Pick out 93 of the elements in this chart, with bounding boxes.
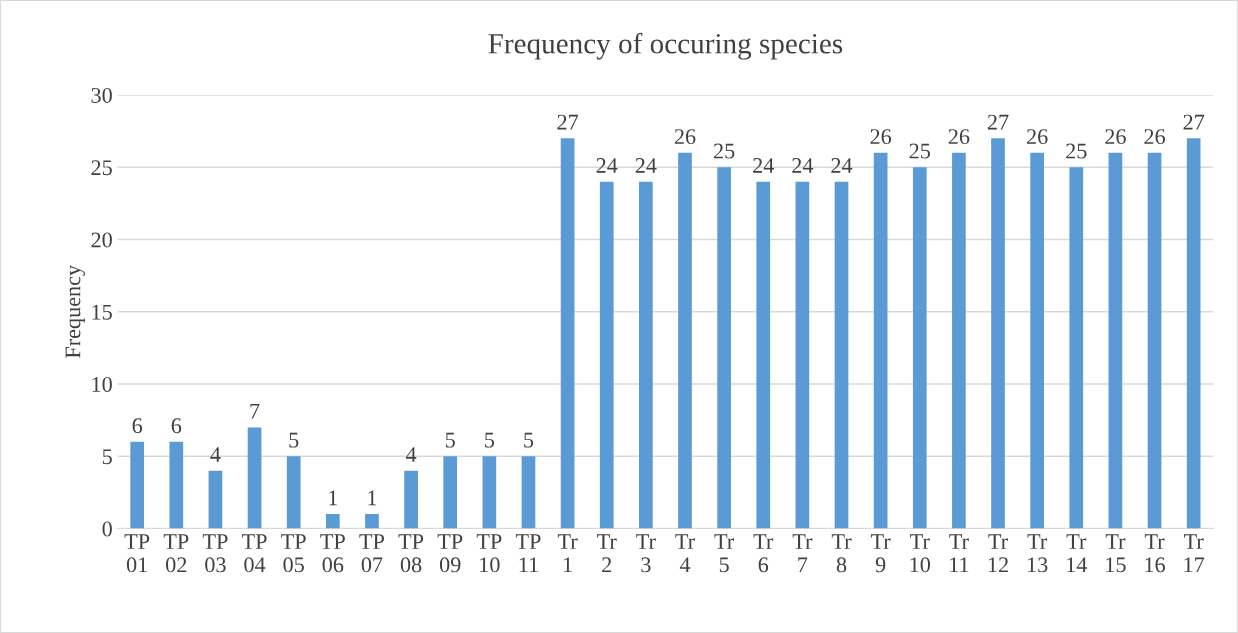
data-label: 4 xyxy=(210,447,221,462)
y-tick-label: 15 xyxy=(92,304,112,320)
data-label: 24 xyxy=(635,158,657,173)
x-tick-label: TP 09 xyxy=(437,534,463,573)
bar xyxy=(834,181,849,529)
data-label: 27 xyxy=(557,114,579,130)
bar xyxy=(169,441,184,529)
x-tick-label: Tr 1 xyxy=(557,534,578,573)
x-tick-label: Tr 5 xyxy=(714,534,735,573)
data-label: 24 xyxy=(831,158,853,173)
data-label: 26 xyxy=(1027,129,1048,145)
y-tick-label: 0 xyxy=(102,521,112,537)
y-axis-title: Frequency xyxy=(65,264,85,359)
bar xyxy=(286,456,301,529)
data-label: 5 xyxy=(289,432,299,448)
bar xyxy=(404,470,418,529)
x-tick-label: Tr 12 xyxy=(988,534,1008,573)
bar xyxy=(599,181,614,529)
data-label: 26 xyxy=(674,129,696,145)
data-label: 24 xyxy=(753,158,775,173)
y-tick-label: 25 xyxy=(91,160,112,176)
x-tick-label: Tr 17 xyxy=(1183,534,1205,573)
bar xyxy=(1108,152,1123,529)
x-tick-label: Tr 2 xyxy=(597,534,617,573)
chart-title: Frequency of occuring species xyxy=(488,32,843,60)
data-label: 5 xyxy=(485,432,495,448)
x-tick-label: Tr 13 xyxy=(1027,534,1048,573)
data-label: 6 xyxy=(132,418,143,434)
x-tick-label: Tr 3 xyxy=(636,534,656,573)
data-label: 26 xyxy=(870,129,892,145)
bar xyxy=(1186,138,1201,529)
x-tick-label: Tr 10 xyxy=(910,534,931,573)
x-tick-label: TP 10 xyxy=(476,534,502,573)
bar xyxy=(208,470,223,529)
bar xyxy=(756,181,771,529)
data-label: 26 xyxy=(1105,129,1126,145)
data-label: 5 xyxy=(524,432,534,448)
data-label: 7 xyxy=(250,403,260,419)
data-label: 4 xyxy=(405,447,417,462)
data-label: 26 xyxy=(948,129,970,145)
data-label: 24 xyxy=(596,158,618,173)
data-label: 27 xyxy=(987,114,1009,130)
data-label: 25 xyxy=(713,143,735,159)
bar xyxy=(1147,152,1162,529)
bar xyxy=(717,167,731,529)
data-label: 26 xyxy=(1144,129,1165,145)
bar xyxy=(130,441,145,529)
data-label: 24 xyxy=(792,158,814,173)
bar xyxy=(521,456,536,529)
x-tick-label: Tr 6 xyxy=(753,534,774,573)
x-tick-label: TP 07 xyxy=(359,534,385,573)
data-label: 25 xyxy=(1066,143,1087,159)
x-tick-label: Tr 11 xyxy=(949,534,969,573)
bar xyxy=(873,152,888,529)
x-tick-label: Tr 4 xyxy=(675,534,695,573)
x-tick-label: TP 05 xyxy=(281,534,306,573)
bar xyxy=(365,514,379,529)
x-tick-label: TP 06 xyxy=(320,534,345,573)
x-tick-label: TP 03 xyxy=(202,534,228,573)
data-label: 1 xyxy=(329,490,338,506)
data-label: 5 xyxy=(445,432,455,448)
x-tick-label: TP 01 xyxy=(124,534,150,573)
bar xyxy=(795,181,810,529)
bar xyxy=(1069,167,1084,529)
bar xyxy=(325,514,340,529)
bar xyxy=(482,456,497,529)
x-tick-label: TP 08 xyxy=(398,534,424,573)
bar xyxy=(991,138,1005,529)
x-tick-label: TP 04 xyxy=(242,534,267,573)
bar xyxy=(952,152,966,529)
y-tick-label: 20 xyxy=(91,232,112,248)
bar xyxy=(247,427,262,529)
data-label: 1 xyxy=(368,490,377,506)
y-tick-label: 10 xyxy=(92,376,112,392)
bar xyxy=(678,152,692,529)
x-tick-label: Tr 14 xyxy=(1066,534,1088,573)
x-tick-label: TP 11 xyxy=(515,534,541,573)
x-tick-label: TP 02 xyxy=(163,534,189,573)
bar xyxy=(1030,152,1044,529)
bar xyxy=(912,167,927,529)
y-tick-label: 30 xyxy=(91,87,112,103)
bar xyxy=(443,456,458,529)
bar xyxy=(639,181,653,529)
bar xyxy=(560,138,575,529)
x-tick-label: Tr 8 xyxy=(831,534,852,573)
x-tick-label: Tr 16 xyxy=(1144,534,1165,573)
y-tick-label: 5 xyxy=(102,449,112,465)
data-label: 6 xyxy=(171,418,182,434)
x-tick-label: Tr 7 xyxy=(792,534,813,573)
x-tick-label: Tr 9 xyxy=(870,534,891,573)
x-tick-label: Tr 15 xyxy=(1105,534,1126,573)
data-label: 27 xyxy=(1183,114,1205,130)
data-label: 25 xyxy=(909,143,931,159)
